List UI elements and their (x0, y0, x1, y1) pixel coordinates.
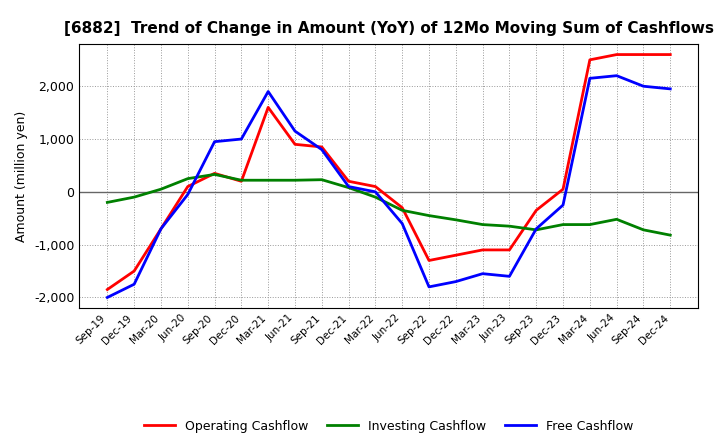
Investing Cashflow (291, 178, 300, 183)
Free Cashflow (184, 192, 192, 197)
Free Cashflow (666, 86, 675, 92)
Investing Cashflow (451, 217, 460, 223)
Investing Cashflow (237, 178, 246, 183)
Free Cashflow (157, 226, 166, 231)
Investing Cashflow (398, 208, 407, 213)
Operating Cashflow (291, 142, 300, 147)
Operating Cashflow (451, 253, 460, 258)
Operating Cashflow (130, 268, 138, 274)
Investing Cashflow (344, 185, 353, 190)
Operating Cashflow (639, 52, 648, 57)
Operating Cashflow (612, 52, 621, 57)
Free Cashflow (612, 73, 621, 78)
Operating Cashflow (559, 187, 567, 192)
Legend: Operating Cashflow, Investing Cashflow, Free Cashflow: Operating Cashflow, Investing Cashflow, … (139, 414, 639, 437)
Operating Cashflow (184, 184, 192, 189)
Operating Cashflow (344, 179, 353, 184)
Investing Cashflow (318, 177, 326, 182)
Free Cashflow (103, 295, 112, 300)
Investing Cashflow (532, 227, 541, 232)
Operating Cashflow (210, 171, 219, 176)
Operating Cashflow (264, 105, 272, 110)
Free Cashflow (532, 226, 541, 231)
Free Cashflow (478, 271, 487, 276)
Investing Cashflow (264, 178, 272, 183)
Operating Cashflow (371, 184, 379, 189)
Free Cashflow (237, 136, 246, 142)
Investing Cashflow (612, 216, 621, 222)
Investing Cashflow (425, 213, 433, 218)
Operating Cashflow (157, 226, 166, 231)
Free Cashflow (291, 128, 300, 134)
Operating Cashflow (585, 57, 594, 62)
Line: Free Cashflow: Free Cashflow (107, 76, 670, 297)
Operating Cashflow (532, 208, 541, 213)
Investing Cashflow (585, 222, 594, 227)
Free Cashflow (344, 184, 353, 189)
Operating Cashflow (505, 247, 514, 253)
Free Cashflow (585, 76, 594, 81)
Free Cashflow (130, 282, 138, 287)
Operating Cashflow (318, 144, 326, 150)
Free Cashflow (425, 284, 433, 290)
Investing Cashflow (184, 176, 192, 181)
Investing Cashflow (639, 227, 648, 232)
Investing Cashflow (505, 224, 514, 229)
Free Cashflow (318, 147, 326, 152)
Free Cashflow (559, 202, 567, 208)
Investing Cashflow (210, 172, 219, 177)
Operating Cashflow (425, 258, 433, 263)
Operating Cashflow (237, 179, 246, 184)
Title: [6882]  Trend of Change in Amount (YoY) of 12Mo Moving Sum of Cashflows: [6882] Trend of Change in Amount (YoY) o… (64, 21, 714, 36)
Investing Cashflow (666, 232, 675, 238)
Free Cashflow (505, 274, 514, 279)
Free Cashflow (398, 221, 407, 226)
Investing Cashflow (371, 194, 379, 200)
Free Cashflow (210, 139, 219, 144)
Operating Cashflow (103, 287, 112, 292)
Free Cashflow (451, 279, 460, 284)
Investing Cashflow (103, 200, 112, 205)
Operating Cashflow (666, 52, 675, 57)
Free Cashflow (639, 84, 648, 89)
Line: Operating Cashflow: Operating Cashflow (107, 55, 670, 290)
Operating Cashflow (398, 205, 407, 210)
Line: Investing Cashflow: Investing Cashflow (107, 174, 670, 235)
Investing Cashflow (559, 222, 567, 227)
Y-axis label: Amount (million yen): Amount (million yen) (15, 110, 28, 242)
Investing Cashflow (157, 187, 166, 192)
Operating Cashflow (478, 247, 487, 253)
Investing Cashflow (130, 194, 138, 200)
Free Cashflow (371, 189, 379, 194)
Free Cashflow (264, 89, 272, 94)
Investing Cashflow (478, 222, 487, 227)
